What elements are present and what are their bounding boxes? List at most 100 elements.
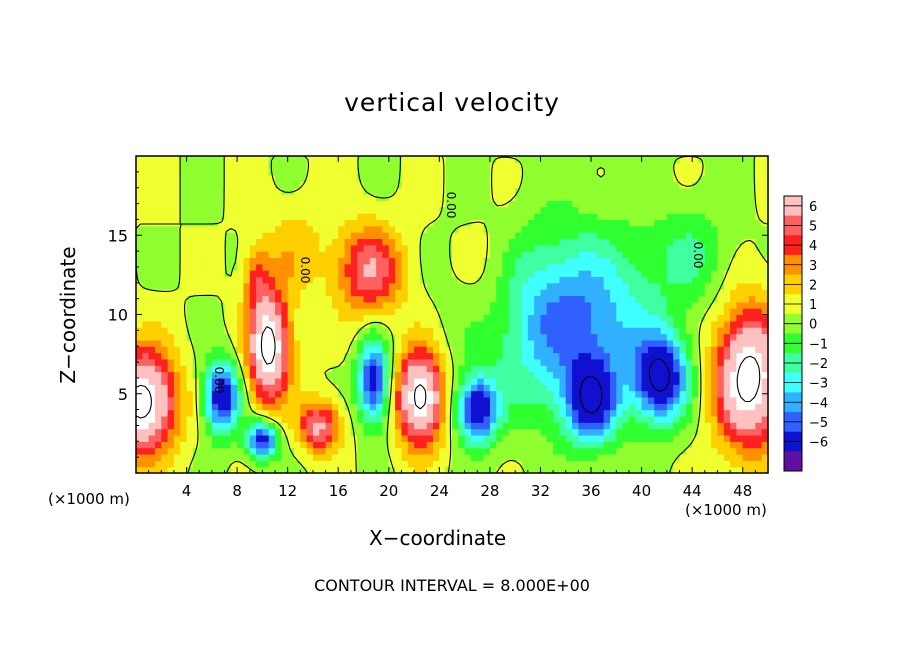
heatmap-cell [401, 156, 409, 163]
heatmap-cell [685, 314, 693, 322]
heatmap-cell [148, 371, 156, 379]
heatmap-cell [730, 244, 737, 252]
heatmap-cell [679, 200, 687, 208]
heatmap-cell [559, 175, 567, 182]
heatmap-cell [237, 320, 245, 328]
heatmap-cell [597, 206, 605, 214]
heatmap-cell [395, 428, 403, 436]
heatmap-cell [433, 428, 440, 436]
heatmap-cell [420, 244, 428, 252]
heatmap-cell [679, 301, 687, 309]
heatmap-cell [262, 403, 270, 411]
heatmap-cell [420, 415, 428, 423]
heatmap-cell [230, 377, 238, 385]
heatmap-cell [559, 346, 567, 354]
heatmap-cell [268, 219, 276, 227]
heatmap-cell [161, 333, 169, 341]
heatmap-cell [616, 466, 624, 474]
heatmap-cell [363, 225, 371, 233]
heatmap-cell [369, 225, 377, 233]
heatmap-cell [717, 219, 725, 227]
heatmap-cell [414, 447, 421, 455]
heatmap-cell [414, 460, 421, 468]
heatmap-cell [192, 320, 200, 328]
heatmap-cell [622, 314, 630, 322]
heatmap-cell [382, 200, 390, 208]
heatmap-cell [344, 232, 352, 240]
heatmap-cell [268, 276, 276, 284]
heatmap-cell [420, 339, 428, 347]
heatmap-cell [388, 434, 396, 442]
heatmap-cell [180, 194, 188, 201]
heatmap-cell [173, 409, 181, 417]
heatmap-cell [553, 308, 561, 316]
heatmap-cell [458, 320, 466, 328]
heatmap-cell [666, 168, 674, 176]
heatmap-cell [319, 232, 327, 240]
heatmap-cell [136, 244, 143, 252]
heatmap-cell [458, 384, 466, 392]
heatmap-cell [464, 232, 472, 240]
heatmap-cell [597, 194, 605, 201]
heatmap-cell [414, 320, 421, 328]
heatmap-cell [357, 206, 365, 214]
heatmap-cell [698, 308, 706, 316]
heatmap-cell [306, 320, 314, 328]
heatmap-cell [306, 238, 314, 246]
heatmap-cell [553, 162, 561, 170]
heatmap-cell [527, 282, 535, 290]
heatmap-cell [325, 314, 333, 322]
heatmap-cell [369, 320, 377, 328]
heatmap-cell [445, 441, 453, 449]
heatmap-cell [470, 358, 478, 366]
heatmap-cell [180, 175, 188, 182]
heatmap-cell [161, 441, 169, 449]
heatmap-cell [610, 384, 617, 392]
heatmap-cell [597, 263, 605, 271]
heatmap-cell [369, 206, 377, 214]
heatmap-cell [685, 365, 693, 373]
heatmap-cell [433, 466, 440, 474]
heatmap-cell [723, 276, 731, 284]
heatmap-cell [249, 466, 257, 474]
heatmap-cell [363, 333, 371, 341]
heatmap-cell [407, 409, 415, 417]
heatmap-cell [597, 270, 605, 278]
heatmap-cell [755, 453, 763, 461]
heatmap-cell [464, 168, 472, 176]
heatmap-cell [306, 156, 314, 163]
heatmap-cell [508, 339, 516, 347]
heatmap-cell [736, 301, 744, 309]
heatmap-cell [414, 396, 421, 404]
heatmap-cell [704, 460, 712, 468]
heatmap-cell [597, 225, 605, 233]
heatmap-cell [350, 282, 358, 290]
heatmap-cell [660, 428, 668, 436]
heatmap-cell [344, 175, 352, 182]
heatmap-cell [628, 453, 636, 461]
heatmap-cell [723, 168, 731, 176]
heatmap-cell [515, 162, 523, 170]
heatmap-cell [458, 276, 466, 284]
heatmap-cell [717, 276, 725, 284]
heatmap-cell [369, 390, 377, 398]
heatmap-cell [508, 428, 516, 436]
heatmap-cell [610, 175, 617, 182]
heatmap-cell [502, 270, 510, 278]
heatmap-cell [300, 453, 308, 461]
heatmap-cell [540, 339, 548, 347]
heatmap-cell [433, 308, 440, 316]
heatmap-cell [363, 263, 371, 271]
heatmap-cell [685, 206, 693, 214]
heatmap-cell [300, 244, 308, 252]
heatmap-cell [749, 232, 756, 240]
heatmap-cell [515, 276, 523, 284]
heatmap-cell [711, 365, 719, 373]
heatmap-cell [660, 447, 668, 455]
heatmap-cell [167, 314, 175, 322]
heatmap-cell [559, 213, 567, 220]
heatmap-cell [565, 308, 573, 316]
heatmap-cell [464, 244, 472, 252]
heatmap-cell [483, 276, 491, 284]
heatmap-cell [173, 346, 181, 354]
